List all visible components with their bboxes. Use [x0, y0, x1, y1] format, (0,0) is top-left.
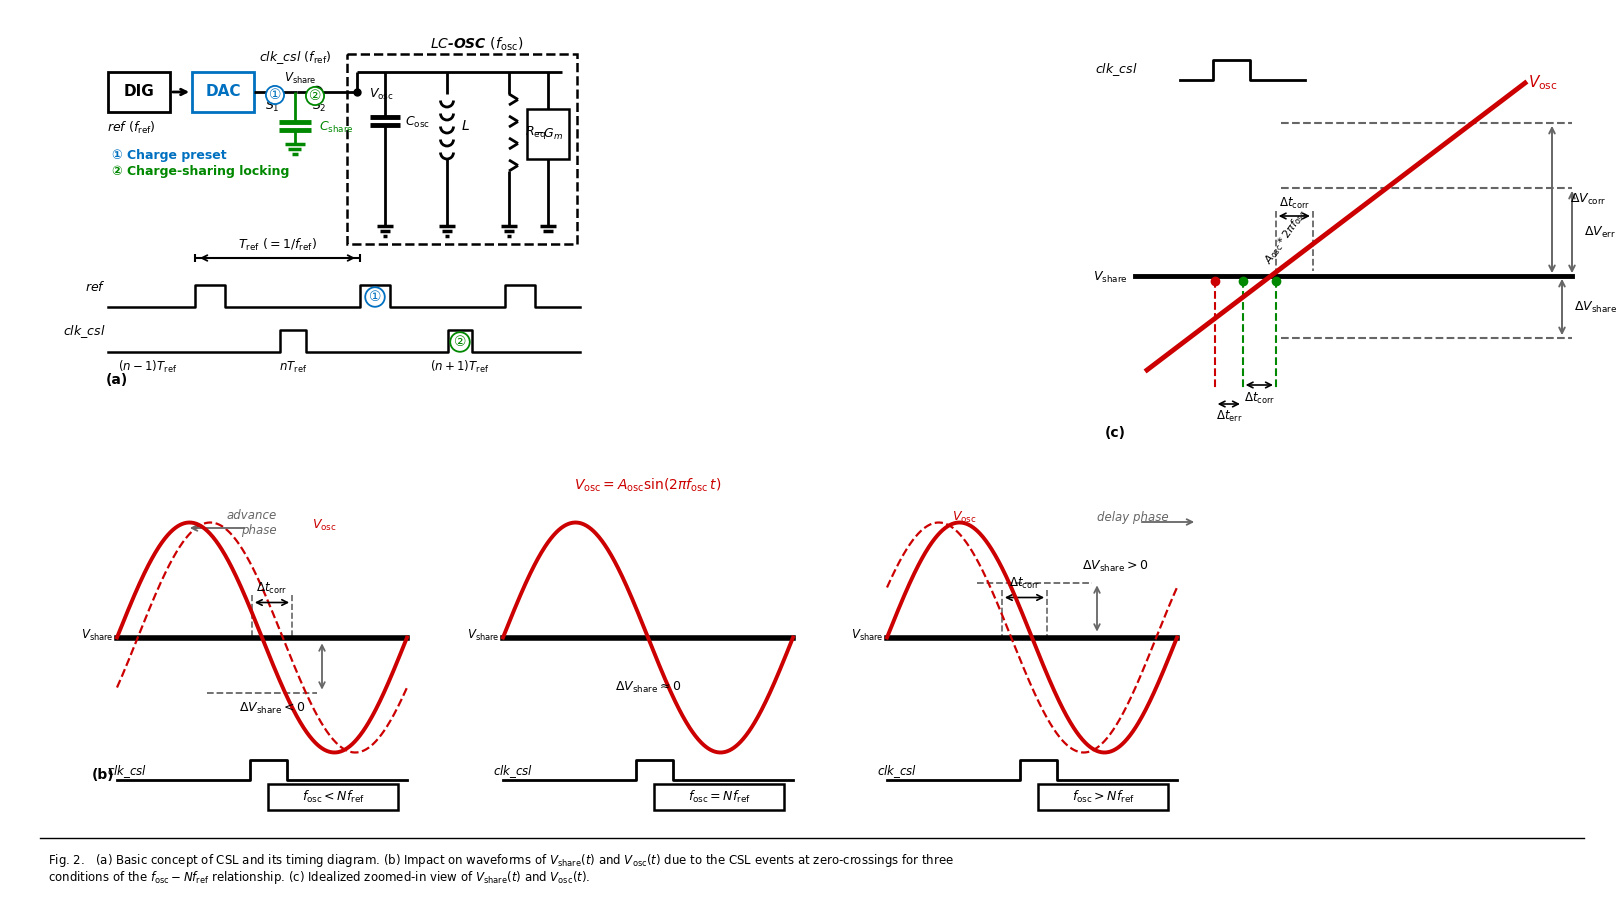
Text: ① Charge preset: ① Charge preset	[112, 150, 227, 163]
Text: $(n-1)T_\mathrm{ref}$: $(n-1)T_\mathrm{ref}$	[118, 359, 177, 375]
Text: $clk\_csl\ (f_\mathrm{ref})$: $clk\_csl\ (f_\mathrm{ref})$	[260, 50, 331, 66]
Text: (c): (c)	[1104, 426, 1125, 440]
Text: Fig. 2.   (a) Basic concept of CSL and its timing diagram. (b) Impact on wavefor: Fig. 2. (a) Basic concept of CSL and its…	[49, 852, 953, 869]
Text: $V_\mathrm{osc} = A_\mathrm{osc}\sin(2\pi f_\mathrm{osc}\,t)$: $V_\mathrm{osc} = A_\mathrm{osc}\sin(2\p…	[575, 476, 721, 494]
Text: $\Delta V_\mathrm{err}$: $\Delta V_\mathrm{err}$	[1582, 224, 1615, 240]
Text: ①: ①	[368, 290, 381, 304]
Text: $clk\_csl$: $clk\_csl$	[63, 323, 105, 340]
Text: $R_\mathrm{eq}$: $R_\mathrm{eq}$	[524, 124, 545, 141]
Bar	[654, 784, 784, 810]
Text: $S_1$: $S_1$	[265, 98, 279, 114]
Text: $\Delta t_\mathrm{corr}$: $\Delta t_\mathrm{corr}$	[256, 581, 287, 596]
Text: $clk\_csl$: $clk\_csl$	[107, 764, 148, 780]
Text: $\Delta t_\mathrm{corr}$: $\Delta t_\mathrm{corr}$	[1277, 196, 1310, 210]
Text: $LC$-OSC $(f_\mathrm{osc})$: $LC$-OSC $(f_\mathrm{osc})$	[430, 35, 523, 52]
Text: $\Delta V_\mathrm{share}$: $\Delta V_\mathrm{share}$	[1573, 300, 1617, 314]
Text: $V_\mathrm{share}$: $V_\mathrm{share}$	[467, 628, 500, 643]
Text: $clk\_csl$: $clk\_csl$	[876, 764, 917, 780]
Text: $V_\mathrm{share}$: $V_\mathrm{share}$	[81, 628, 114, 643]
Text: (b): (b)	[93, 768, 115, 782]
Text: $\Delta V_\mathrm{share} > 0$: $\Delta V_\mathrm{share} > 0$	[1081, 559, 1147, 574]
Text: $V_\mathrm{share}$: $V_\mathrm{share}$	[284, 71, 316, 85]
Text: conditions of the $f_\mathrm{osc}-Nf_\mathrm{ref}$ relationship. (c) Idealized z: conditions of the $f_\mathrm{osc}-Nf_\ma…	[49, 869, 591, 886]
Text: ②: ②	[308, 89, 321, 103]
Text: $\Delta t_\mathrm{corr}$: $\Delta t_\mathrm{corr}$	[1243, 391, 1274, 405]
Text: $V_\mathrm{osc}$: $V_\mathrm{osc}$	[951, 509, 977, 525]
Text: ①: ①	[268, 88, 281, 102]
Text: $S_2$: $S_2$	[312, 98, 326, 114]
Text: (a): (a)	[105, 373, 128, 387]
Text: $\Delta t_\mathrm{corr}$: $\Delta t_\mathrm{corr}$	[1008, 576, 1039, 591]
Text: $V_\mathrm{share}$: $V_\mathrm{share}$	[850, 628, 883, 643]
Text: $nT_\mathrm{ref}$: $nT_\mathrm{ref}$	[279, 359, 307, 375]
Text: $\Delta V_\mathrm{corr}$: $\Delta V_\mathrm{corr}$	[1569, 192, 1605, 207]
Text: $ref$: $ref$	[84, 280, 105, 294]
Text: $clk\_csl$: $clk\_csl$	[493, 764, 532, 780]
Text: $\Delta V_\mathrm{share} < 0$: $\Delta V_\mathrm{share} < 0$	[239, 701, 305, 716]
Text: $V_\mathrm{osc}$: $V_\mathrm{osc}$	[1527, 74, 1556, 92]
Text: $C_\mathrm{share}$: $C_\mathrm{share}$	[318, 119, 354, 134]
Text: ② Charge-sharing locking: ② Charge-sharing locking	[112, 165, 289, 178]
Text: $-G_m$: $-G_m$	[532, 127, 563, 142]
Bar	[268, 784, 398, 810]
Text: $(n+1)T_\mathrm{ref}$: $(n+1)T_\mathrm{ref}$	[430, 359, 489, 375]
Text: $C_\mathrm{osc}$: $C_\mathrm{osc}$	[404, 115, 430, 130]
Text: $L$: $L$	[461, 119, 469, 133]
Text: $V_\mathrm{osc}$: $V_\mathrm{osc}$	[312, 517, 336, 532]
Bar	[192, 72, 253, 112]
Text: $\Delta V_\mathrm{share} \approx 0$: $\Delta V_\mathrm{share} \approx 0$	[615, 680, 680, 695]
Bar	[1037, 784, 1167, 810]
Text: $V_\mathrm{share}$: $V_\mathrm{share}$	[1092, 269, 1128, 285]
Text: DAC: DAC	[204, 85, 240, 99]
Bar	[347, 54, 576, 244]
Text: $ref\ (f_\mathrm{ref})$: $ref\ (f_\mathrm{ref})$	[107, 120, 156, 136]
Text: $clk\_csl$: $clk\_csl$	[1094, 62, 1138, 78]
Text: ②: ②	[453, 335, 466, 349]
Text: $f_\mathrm{osc} < Nf_\mathrm{ref}$: $f_\mathrm{osc} < Nf_\mathrm{ref}$	[302, 789, 364, 805]
Text: DIG: DIG	[123, 85, 154, 99]
Text: $A_\mathrm{osc}*2\pi f_\mathrm{osc}$: $A_\mathrm{osc}*2\pi f_\mathrm{osc}$	[1261, 207, 1310, 267]
Text: advance
phase: advance phase	[227, 509, 278, 537]
Text: $T_\mathrm{ref}\ (=1/f_\mathrm{ref})$: $T_\mathrm{ref}\ (=1/f_\mathrm{ref})$	[239, 237, 316, 253]
Text: delay phase: delay phase	[1096, 510, 1169, 524]
Text: $f_\mathrm{osc} > Nf_\mathrm{ref}$: $f_\mathrm{osc} > Nf_\mathrm{ref}$	[1071, 789, 1134, 805]
Bar	[109, 72, 170, 112]
Text: $\Delta t_\mathrm{err}$: $\Delta t_\mathrm{err}$	[1214, 408, 1242, 424]
Text: $V_\mathrm{osc}$: $V_\mathrm{osc}$	[368, 86, 393, 102]
Bar	[527, 109, 568, 159]
Text: $f_\mathrm{osc} = Nf_\mathrm{ref}$: $f_\mathrm{osc} = Nf_\mathrm{ref}$	[687, 789, 750, 805]
